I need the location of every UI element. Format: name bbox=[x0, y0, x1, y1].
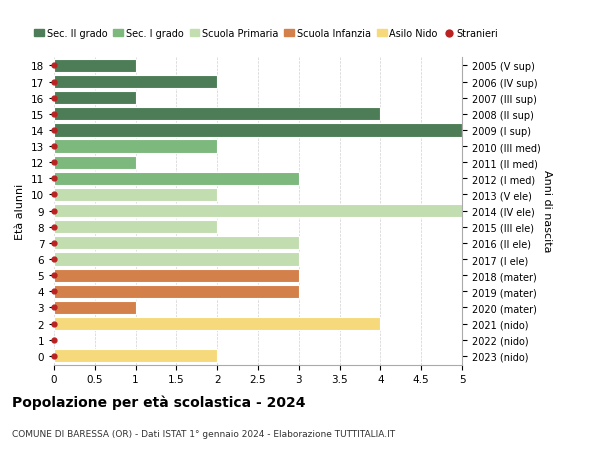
Bar bbox=[54, 317, 380, 330]
Y-axis label: Età alunni: Età alunni bbox=[16, 183, 25, 239]
Bar bbox=[54, 76, 217, 89]
Bar bbox=[54, 205, 462, 218]
Bar bbox=[54, 221, 217, 234]
Legend: Sec. II grado, Sec. I grado, Scuola Primaria, Scuola Infanzia, Asilo Nido, Stran: Sec. II grado, Sec. I grado, Scuola Prim… bbox=[31, 25, 502, 43]
Bar bbox=[54, 237, 299, 250]
Y-axis label: Anni di nascita: Anni di nascita bbox=[542, 170, 551, 252]
Bar bbox=[54, 172, 299, 185]
Text: COMUNE DI BARESSA (OR) - Dati ISTAT 1° gennaio 2024 - Elaborazione TUTTITALIA.IT: COMUNE DI BARESSA (OR) - Dati ISTAT 1° g… bbox=[12, 429, 395, 438]
Bar bbox=[54, 253, 299, 266]
Text: Popolazione per età scolastica - 2024: Popolazione per età scolastica - 2024 bbox=[12, 395, 305, 409]
Bar bbox=[54, 285, 299, 298]
Bar bbox=[54, 60, 136, 73]
Bar bbox=[54, 269, 299, 282]
Bar bbox=[54, 92, 136, 105]
Bar bbox=[54, 349, 217, 363]
Bar bbox=[54, 140, 217, 153]
Bar bbox=[54, 124, 462, 137]
Bar bbox=[54, 108, 380, 121]
Bar bbox=[54, 189, 217, 202]
Bar bbox=[54, 301, 136, 314]
Bar bbox=[54, 156, 136, 169]
